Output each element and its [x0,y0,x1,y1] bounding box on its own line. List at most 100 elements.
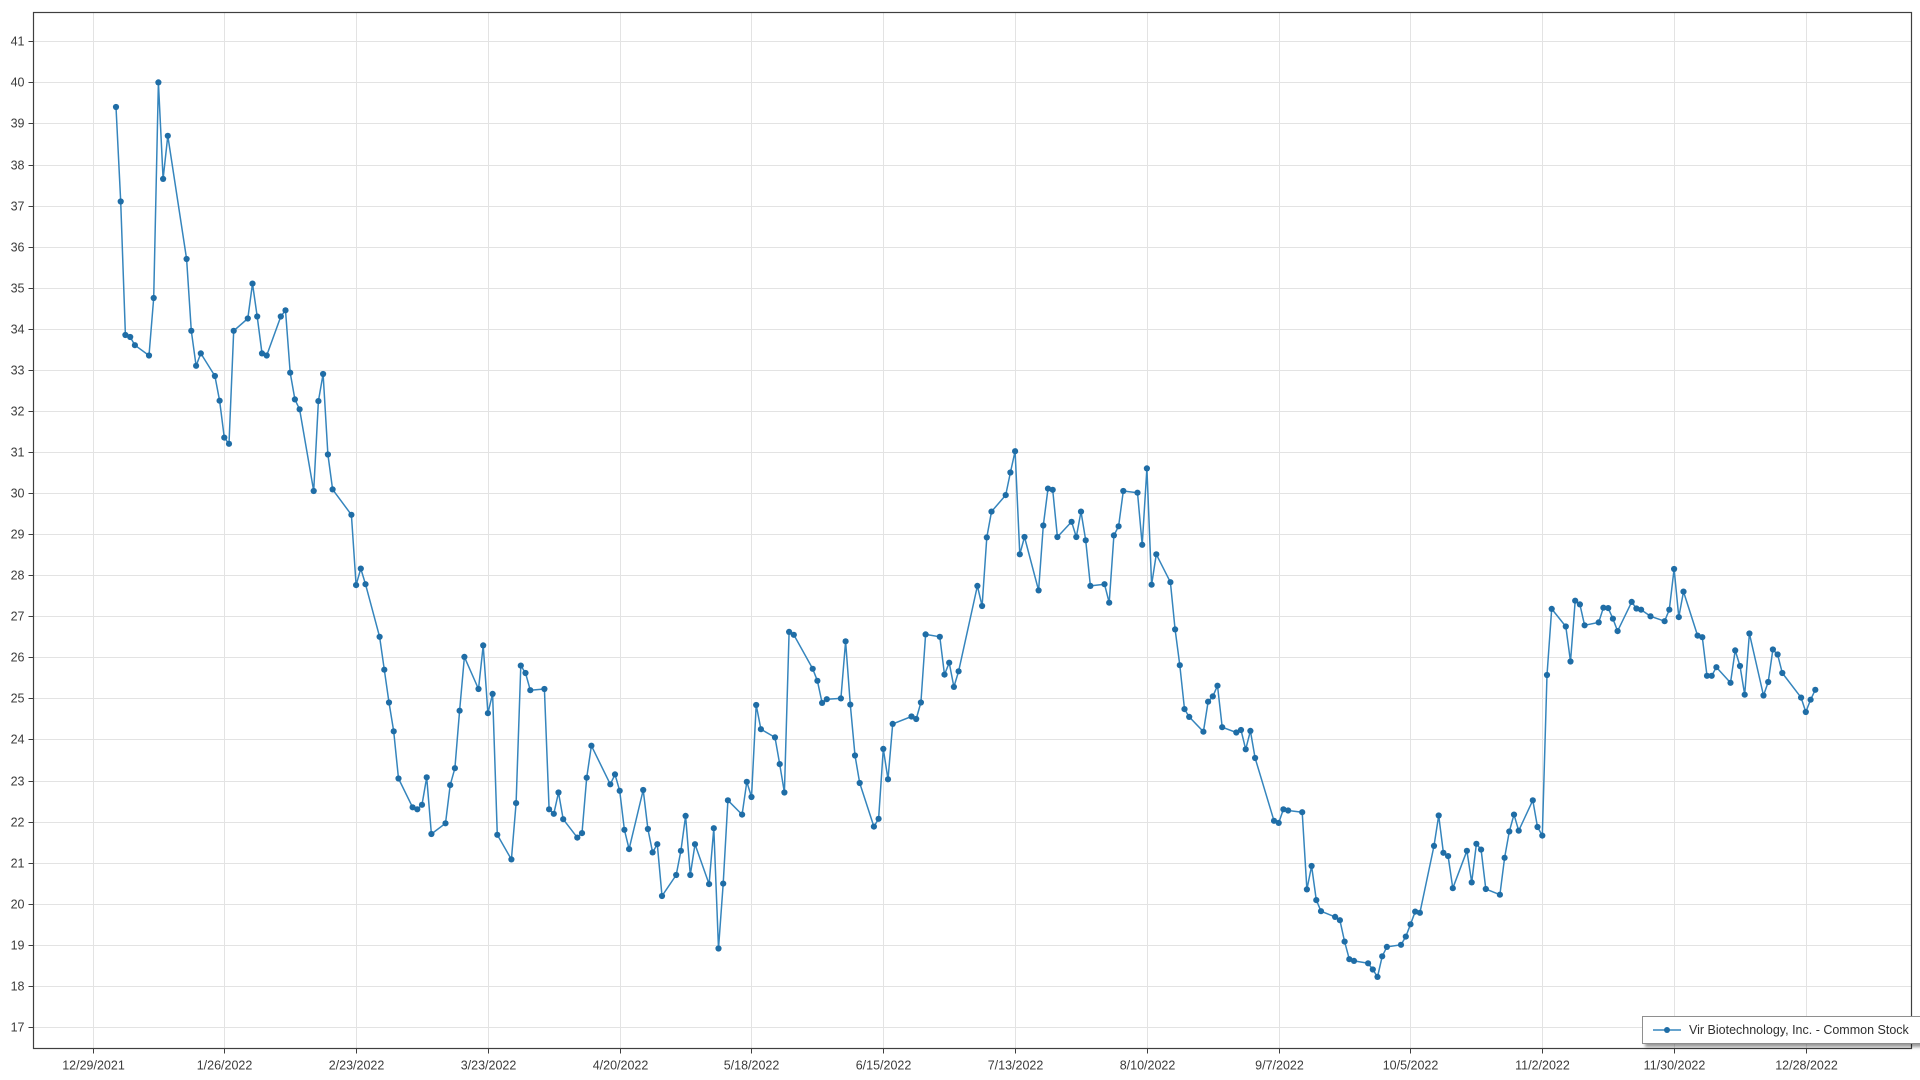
data-point-marker [409,804,416,811]
data-point-marker [1671,565,1678,573]
data-point-marker [950,683,958,691]
data-point-marker [362,581,369,588]
data-point-marker [1600,604,1607,611]
data-point-marker [1087,582,1094,590]
data-point-marker [1482,885,1489,893]
data-point-marker [1285,807,1292,814]
data-point-marker [1002,492,1009,499]
y-tick-label: 31 [11,446,25,460]
plot-border [32,11,1913,1050]
data-point-marker [414,806,421,813]
data-point-marker [1186,713,1193,721]
data-point-marker [188,327,195,334]
data-point-marker [1365,960,1372,967]
y-tick-label: 28 [11,569,25,583]
x-tick-label: 12/29/2021 [62,1059,125,1073]
data-point-marker [1369,966,1376,973]
data-point-marker [781,789,788,796]
data-point-marker [324,451,331,458]
data-point-marker [1139,541,1146,548]
y-tick-label: 18 [11,980,25,994]
data-point-marker [988,508,995,515]
data-point-marker [555,789,562,796]
legend[interactable]: Vir Biotechnology, Inc. - Common Stock [1642,1016,1920,1044]
data-point-marker [842,638,849,645]
x-tick-label: 2/23/2022 [329,1059,385,1073]
data-point-marker [856,779,863,787]
data-point-marker [706,881,713,888]
data-point-marker [1214,682,1221,689]
data-point-marker [715,945,722,952]
y-tick-label: 38 [11,159,25,173]
data-point-marker [1299,809,1306,816]
data-point-marker [1694,632,1701,639]
data-point-marker [1205,698,1212,705]
data-point-marker [1501,854,1508,861]
data-point-marker [814,677,821,684]
data-point-marker [607,781,614,788]
data-point-marker [1581,622,1588,629]
data-point-marker [1732,647,1739,654]
data-point-marker [583,774,590,781]
data-point-marker [155,79,162,86]
data-point-marker [1595,619,1602,626]
data-point-marker [451,765,458,772]
data-point-marker [1148,581,1155,588]
data-point-marker [1699,634,1706,641]
data-point-marker [673,871,680,879]
data-point-marker [1736,662,1744,670]
data-point-marker [1054,533,1061,541]
data-point-marker [390,728,397,735]
data-point-marker [1350,957,1358,965]
data-point-marker [1567,658,1574,665]
y-tick-label: 27 [11,610,25,624]
data-point-marker [1798,694,1805,701]
data-point-marker [1332,913,1339,921]
data-point-marker [743,778,750,785]
data-point-marker [1746,630,1753,637]
x-tick-label: 5/18/2022 [724,1059,780,1073]
data-point-marker [1416,909,1423,916]
data-point-marker [348,511,355,518]
data-point-marker [1769,646,1776,653]
data-point-marker [560,816,567,823]
y-tick-label: 22 [11,816,25,830]
data-point-marker [145,352,153,359]
data-point-marker [1430,842,1438,850]
data-point-marker [1440,849,1447,856]
data-point-marker [1402,933,1409,940]
data-point-marker [851,752,859,759]
data-point-marker [677,847,685,854]
data-point-marker [244,315,251,322]
data-point-marker [1181,706,1188,713]
data-point-marker [1496,891,1503,898]
data-point-marker [936,633,943,640]
data-point-marker [254,313,261,320]
data-point-marker [1708,672,1715,679]
price-line [115,81,1817,978]
y-tick-label: 32 [11,405,25,419]
data-point-marker [131,342,138,349]
data-point-marker [296,406,303,413]
data-point-marker [160,175,167,182]
data-point-marker [263,352,270,359]
data-point-marker [1397,941,1405,948]
data-point-marker [955,668,962,675]
data-point-marker [447,782,454,789]
y-tick-label: 20 [11,898,25,912]
x-tick-label: 12/28/2022 [1775,1059,1838,1073]
y-tick-label: 21 [11,857,25,871]
data-point-marker [1562,623,1569,630]
data-point-marker [1242,746,1249,753]
data-point-marker [809,665,816,672]
data-point-marker [884,776,892,783]
data-point-marker [720,880,727,887]
data-point-marker [1741,691,1748,698]
y-tick-label: 34 [11,323,25,337]
data-point-marker [211,372,218,380]
data-point-marker [480,642,487,649]
data-point-marker [1153,551,1160,558]
data-point-marker [1680,588,1687,595]
data-point-marker [428,830,435,838]
